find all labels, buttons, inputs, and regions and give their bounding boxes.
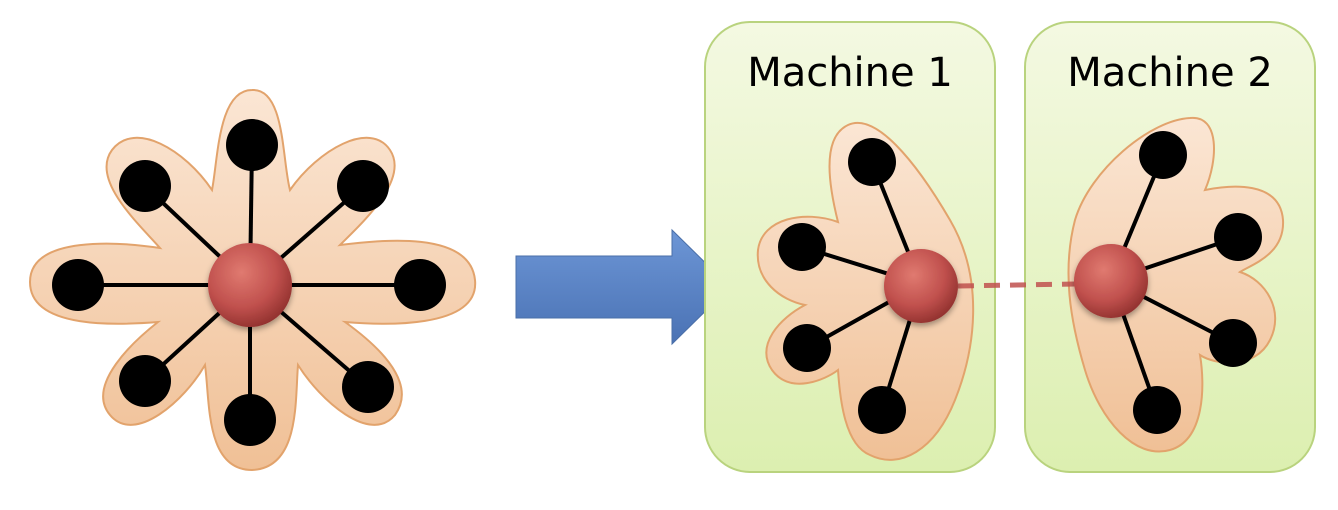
machine-1-blob <box>756 122 975 461</box>
leaf-node <box>394 259 446 311</box>
machine-2: Machine 2 <box>1024 21 1316 473</box>
leaf-node <box>342 361 394 413</box>
leaf-node <box>226 119 278 171</box>
leaf-node <box>119 160 171 212</box>
leaf-node <box>337 160 389 212</box>
machine-1-leaf-nodes <box>778 138 906 434</box>
leaf-node <box>783 324 831 372</box>
leaf-node <box>778 223 826 271</box>
machine-1-hub-node <box>884 249 958 323</box>
cross-machine-edge <box>957 281 1076 289</box>
transform-arrow <box>515 228 731 346</box>
hub-node <box>208 243 292 327</box>
machine-1-label: Machine 1 <box>747 50 953 96</box>
leaf-node <box>224 394 276 446</box>
leaf-node <box>858 386 906 434</box>
leaf-node <box>1133 386 1181 434</box>
leaf-node <box>1139 131 1187 179</box>
leaf-node <box>1209 319 1257 367</box>
leaf-node <box>848 138 896 186</box>
machine-2-hub-node <box>1074 244 1148 318</box>
machine-2-label: Machine 2 <box>1067 50 1273 96</box>
machine-1: Machine 1 <box>704 21 996 473</box>
machine-2-blob <box>1067 116 1285 453</box>
leaf-node <box>52 259 104 311</box>
leaf-node <box>1214 213 1262 261</box>
leaf-node <box>119 355 171 407</box>
machine-2-leaf-nodes <box>1133 131 1262 434</box>
original-graph <box>28 88 477 472</box>
original-leaf-nodes <box>52 119 446 446</box>
